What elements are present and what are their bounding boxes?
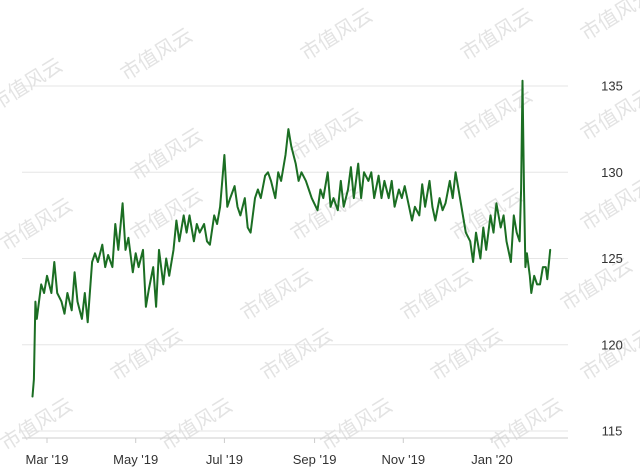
y-tick-label: 120	[601, 337, 623, 352]
x-tick-label: Nov '19	[381, 452, 425, 467]
y-tick-label: 130	[601, 165, 623, 180]
x-axis: Mar '19 May '19 Jul '19 Sep '19 Nov '19 Jan '…	[22, 437, 568, 467]
x-tick-label: May '19	[113, 452, 158, 467]
x-tick-label: Sep '19	[293, 452, 337, 467]
y-tick-label: 135	[601, 79, 623, 94]
y-tick-label: 125	[601, 251, 623, 266]
y-axis: 115 120 125 130 135	[601, 79, 623, 439]
x-tick-label: Mar '19	[26, 452, 69, 467]
series-layer	[31, 79, 552, 398]
y-tick-label: 115	[602, 424, 623, 439]
series-line	[31, 79, 552, 398]
x-tick-label: Jan '20	[471, 452, 513, 467]
x-tick-label: Jul '19	[206, 452, 243, 467]
